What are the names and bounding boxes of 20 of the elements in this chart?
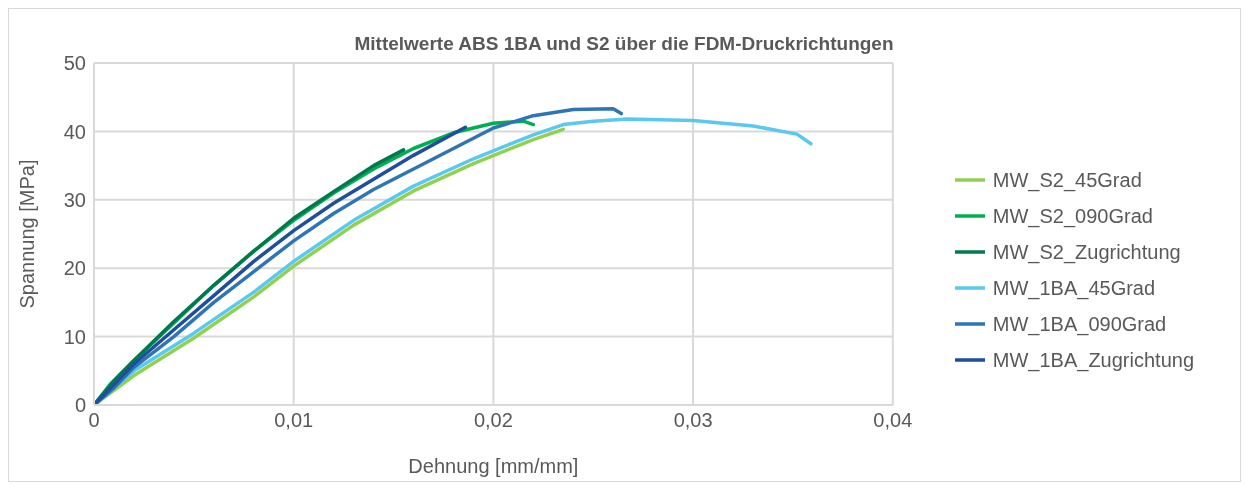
legend-label: MW_S2_090Grad <box>992 204 1153 228</box>
x-tick-label: 0 <box>88 409 100 432</box>
legend-label: MW_S2_45Grad <box>992 168 1142 192</box>
y-tick-label: 50 <box>63 52 86 75</box>
x-tick-label: 0,03 <box>673 409 713 432</box>
y-tick-label: 40 <box>63 120 86 143</box>
legend-label: MW_1BA_Zugrichtung <box>992 348 1194 372</box>
legend-label: MW_1BA_45Grad <box>992 276 1156 300</box>
x-axis-title: Dehnung [mm/mm] <box>408 455 579 477</box>
x-tick-label: 0,01 <box>274 409 314 432</box>
y-tick-label: 20 <box>63 257 86 280</box>
legend-label: MW_1BA_090Grad <box>992 312 1167 336</box>
y-tick-label: 30 <box>63 188 86 211</box>
chart-title: Mittelwerte ABS 1BA und S2 über die FDM-Druckrichtungen <box>353 33 895 55</box>
x-tick-label: 0,02 <box>473 409 513 432</box>
y-tick-label: 0 <box>74 394 86 417</box>
legend-label: MW_S2_Zugrichtung <box>992 240 1181 264</box>
x-tick-label: 0,04 <box>873 409 913 432</box>
y-axis-title: Spannung [MPa] <box>16 159 39 309</box>
y-tick-label: 10 <box>63 325 86 348</box>
